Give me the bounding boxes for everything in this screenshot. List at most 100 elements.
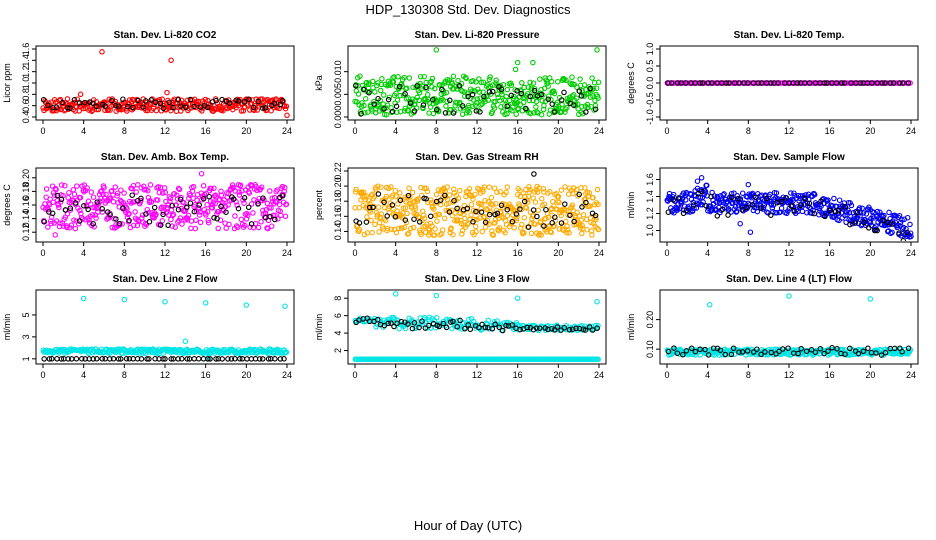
data-point [874,227,880,234]
data-point [559,101,565,108]
data-point [683,207,690,214]
panel-title: Stan. Dev. Gas Stream RH [415,152,538,163]
data-point [586,190,593,196]
data-point [454,217,461,224]
data-point [277,102,283,108]
data-point [143,221,150,228]
data-point [235,205,242,212]
data-point [580,212,587,218]
x-tick-label: 24 [906,248,916,258]
data-point [167,198,173,205]
data-point [65,194,71,201]
x-tick-label: 0 [664,248,669,258]
data-point [470,78,476,84]
data-point [783,195,789,201]
data-point [537,76,543,82]
data-point [218,192,225,198]
data-point [486,211,493,218]
data-point [473,79,479,85]
data-point [255,224,262,231]
data-point [74,183,80,189]
data-point [427,229,433,236]
data-point [530,97,536,104]
y-tick-label: 5 [21,312,31,317]
data-point [185,212,192,219]
data-point [244,356,250,362]
data-point [904,214,911,221]
data-point [481,184,488,190]
data-point [566,230,572,236]
data-point [156,189,163,196]
data-point [47,196,53,202]
data-point [279,98,286,104]
data-point [803,192,809,198]
data-point [728,194,735,201]
y-tick-label: 0.20 [21,169,31,187]
data-point [744,348,751,354]
data-point [219,96,225,103]
data-point [361,102,367,109]
data-point [889,221,895,227]
data-point [384,213,390,219]
data-point [412,205,419,211]
data-point [549,101,555,107]
data-point [579,204,585,210]
data-point [835,207,842,214]
data-point [167,195,174,202]
data-point [390,314,397,321]
data-point [67,207,74,213]
data-point [375,191,382,197]
y-tick-label: -1.0 [645,109,655,125]
data-point [361,86,367,93]
data-point [383,193,390,200]
data-point [276,201,283,208]
data-point [205,104,211,111]
data-point [276,105,283,112]
data-point [208,185,214,192]
data-point [432,226,438,232]
data-point [896,230,902,236]
y-tick-label: 0.6 [21,99,31,112]
data-point [223,225,229,231]
data-point [200,183,207,189]
data-point [834,346,840,352]
data-point [430,96,436,103]
data-point [703,203,709,209]
data-point [745,80,751,86]
data-point [465,322,471,328]
data-point [48,220,54,227]
data-point [438,95,445,102]
data-point [392,214,399,220]
data-point [191,103,197,110]
points [40,295,290,362]
data-point [896,212,903,219]
data-point [43,186,50,192]
x-tick-label: 20 [865,126,875,136]
data-point [77,194,84,201]
data-point [402,217,409,223]
data-point [356,205,363,211]
y-tick-label: 0.22 [333,162,343,180]
data-point [459,103,466,109]
data-point [175,97,181,103]
data-point [449,80,456,87]
data-point [861,219,867,226]
data-point [871,209,877,216]
data-point [187,200,194,206]
data-point [498,88,505,95]
y-tick-label: 1.2 [21,65,31,78]
data-point [842,351,848,357]
data-point [726,80,732,86]
data-point [454,323,460,330]
data-point [424,188,431,195]
data-point [381,106,387,112]
data-point [159,190,166,196]
data-point [443,316,450,323]
data-point [446,192,453,198]
data-point [795,350,801,357]
data-point [132,209,138,215]
data-point [532,221,538,227]
data-point [84,203,90,210]
data-point [375,183,381,189]
data-point [762,349,768,355]
